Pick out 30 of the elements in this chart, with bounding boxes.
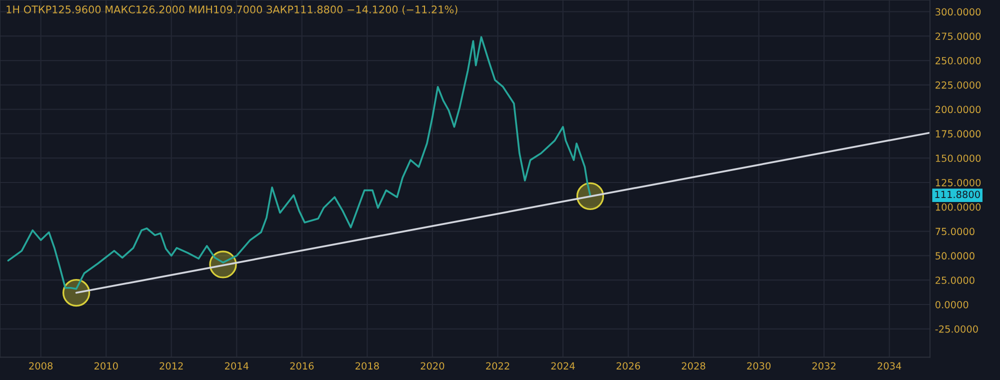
y-tick-label: 100.0000 <box>936 203 981 211</box>
x-tick-label: 2010 <box>94 362 118 370</box>
x-tick-label: 2032 <box>812 362 836 370</box>
y-tick-label: 200.0000 <box>936 106 981 114</box>
y-tick-label: 175.0000 <box>936 130 981 138</box>
chart-title: 1H ОТКР125.9600 МАКС126.2000 МИН109.7000 ЗАКР111.8800 −14.1200 (−11.21%) <box>6 5 458 15</box>
y-tick-label: 25.0000 <box>936 276 974 284</box>
y-tick-label: 300.0000 <box>936 8 981 16</box>
x-tick-label: 2034 <box>878 362 902 370</box>
y-tick-label: 275.0000 <box>936 32 981 40</box>
y-tick-label: 250.0000 <box>936 56 981 64</box>
x-tick-label: 2028 <box>682 362 706 370</box>
x-tick-label: 2024 <box>551 362 575 370</box>
x-tick-label: 2026 <box>616 362 640 370</box>
y-tick-label: 50.0000 <box>936 252 974 260</box>
y-tick-label: 225.0000 <box>936 81 981 89</box>
y-tick-label: 0.0000 <box>936 300 968 308</box>
x-tick-label: 2012 <box>160 362 183 370</box>
x-tick-label: 2008 <box>29 362 53 370</box>
y-tick-label: 125.0000 <box>936 178 981 186</box>
x-tick-label: 2030 <box>747 362 771 370</box>
y-tick-label: 75.0000 <box>936 228 974 236</box>
y-tick-label: -25.0000 <box>935 325 978 333</box>
x-tick-label: 2022 <box>486 362 510 370</box>
text: 111.8800 <box>935 190 980 198</box>
x-tick-label: 2020 <box>420 362 444 370</box>
x-tick-label: 2018 <box>356 362 379 370</box>
x-tick-label: 2016 <box>290 362 314 370</box>
y-tick-label: 150.0000 <box>936 154 981 162</box>
x-tick-label: 2014 <box>225 362 249 370</box>
